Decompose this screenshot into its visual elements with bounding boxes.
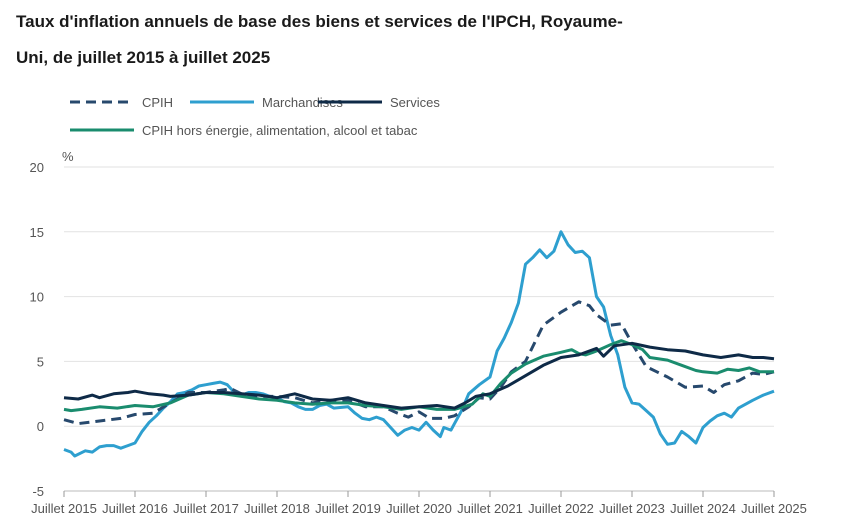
legend-item-cpih-core[interactable]: CPIH hors énergie, alimentation, alcool … [70, 120, 417, 140]
legend-item-marchandises[interactable]: Marchandises [190, 92, 343, 112]
y-tick-label: 10 [30, 290, 44, 305]
legend-label-services: Services [390, 94, 440, 110]
legend-item-cpih[interactable]: CPIH [70, 92, 173, 112]
legend-label-marchandises: Marchandises [262, 94, 343, 110]
y-axis-unit: % [62, 149, 74, 164]
x-tick-label: Juillet 2022 [528, 501, 594, 516]
legend-swatch-cpih-core [70, 128, 134, 132]
legend-swatch-services [318, 100, 382, 104]
x-tick-label: Juillet 2025 [741, 501, 807, 516]
x-axis: Juillet 2015 Juillet 2016 Juillet 2017 Juil… [31, 490, 807, 516]
y-tick-label: -5 [32, 484, 44, 499]
legend-label-cpih: CPIH [142, 94, 174, 110]
y-axis: 20 15 10 5 0 -5 [30, 160, 44, 499]
x-tick-label: Juillet 2020 [386, 501, 452, 516]
x-tick-label: Juillet 2015 [31, 501, 97, 516]
legend-swatch-marchandises [190, 100, 254, 104]
legend-item-services[interactable]: Services [318, 92, 440, 112]
x-tick-label: Juillet 2024 [670, 501, 736, 516]
y-tick-label: 15 [30, 225, 44, 240]
x-tick-label: Juillet 2018 [244, 501, 310, 516]
y-tick-label: 5 [37, 354, 44, 369]
x-tick-label: Juillet 2021 [457, 501, 523, 516]
x-tick-label: Juillet 2016 [102, 501, 168, 516]
series-line-1 [63, 230, 775, 458]
series-line-0 [63, 300, 775, 426]
x-tick-label: Juillet 2019 [315, 501, 381, 516]
legend-label-cpih-core: CPIH hors énergie, alimentation, alcool … [142, 122, 418, 138]
y-tick-label: 0 [37, 419, 44, 434]
series-line-2 [63, 341, 775, 410]
series-lines [63, 230, 775, 458]
chart-title-line-2: Uni, de juillet 2015 à juillet 2025 [16, 48, 271, 67]
chart-title-line-1: Taux d'inflation annuels de base des bie… [16, 12, 623, 31]
x-tick-label: Juillet 2023 [599, 501, 665, 516]
gridlines [64, 166, 774, 427]
legend-swatch-cpih [70, 100, 134, 104]
y-tick-label: 20 [30, 160, 44, 175]
x-tick-label: Juillet 2017 [173, 501, 239, 516]
